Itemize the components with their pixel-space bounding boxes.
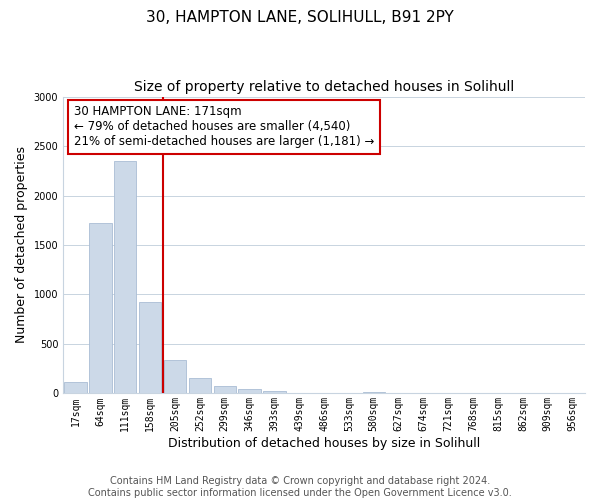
- Y-axis label: Number of detached properties: Number of detached properties: [15, 146, 28, 344]
- Bar: [263, 391, 286, 394]
- Bar: [362, 392, 385, 394]
- Title: Size of property relative to detached houses in Solihull: Size of property relative to detached ho…: [134, 80, 514, 94]
- Bar: [238, 390, 261, 394]
- Text: Contains HM Land Registry data © Crown copyright and database right 2024.
Contai: Contains HM Land Registry data © Crown c…: [88, 476, 512, 498]
- Bar: [214, 386, 236, 394]
- Text: 30 HAMPTON LANE: 171sqm
← 79% of detached houses are smaller (4,540)
21% of semi: 30 HAMPTON LANE: 171sqm ← 79% of detache…: [74, 106, 374, 148]
- Bar: [114, 161, 136, 394]
- Bar: [164, 360, 186, 394]
- Bar: [139, 302, 161, 394]
- X-axis label: Distribution of detached houses by size in Solihull: Distribution of detached houses by size …: [168, 437, 480, 450]
- Bar: [89, 223, 112, 394]
- Text: 30, HAMPTON LANE, SOLIHULL, B91 2PY: 30, HAMPTON LANE, SOLIHULL, B91 2PY: [146, 10, 454, 25]
- Bar: [64, 382, 87, 394]
- Bar: [188, 378, 211, 394]
